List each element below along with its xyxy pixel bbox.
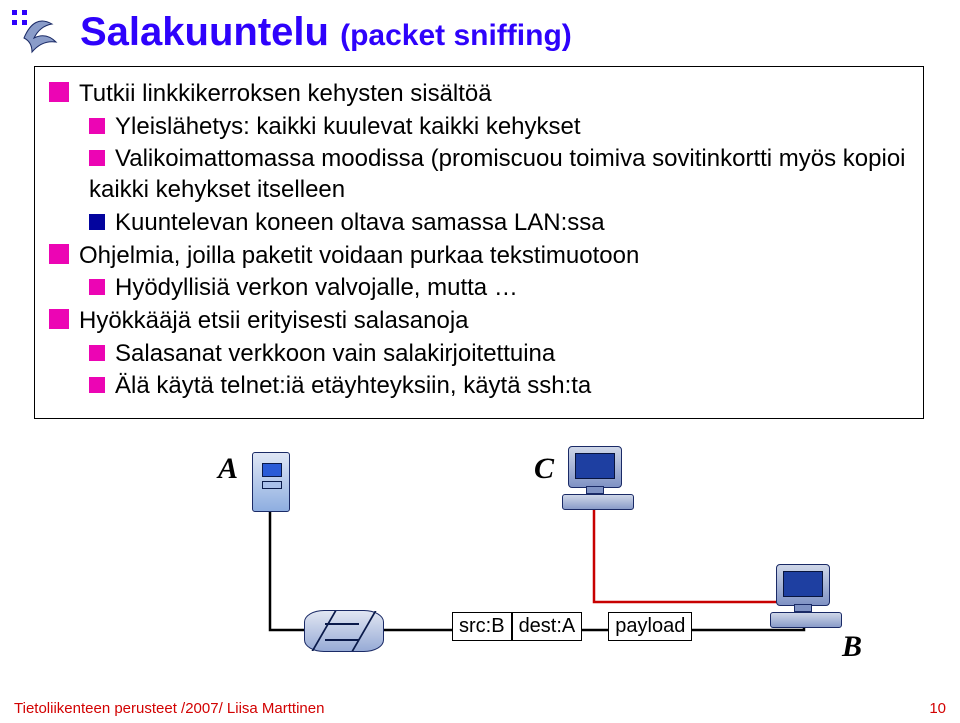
bullet-marker-icon xyxy=(49,82,69,102)
bullet-text: Valikoimattomassa moodissa (promiscuou t… xyxy=(89,145,906,203)
footer-left: Tietoliikenteen perusteet /2007/ Liisa M… xyxy=(14,700,324,717)
packet-payload: payload xyxy=(608,612,692,641)
pc-b-icon xyxy=(770,564,840,628)
bullet-item: Hyökkääjä etsii erityisesti salasanoja xyxy=(49,306,909,337)
bullet-marker-icon xyxy=(89,150,105,166)
node-label-b: B xyxy=(842,630,862,664)
corner-decor-icon xyxy=(10,8,66,64)
bullet-text: Kuuntelevan koneen oltava samassa LAN:ss… xyxy=(115,209,605,236)
router-icon xyxy=(304,610,384,652)
bullet-text: Ohjelmia, joilla paketit voidaan purkaa … xyxy=(79,242,639,269)
slide-title: Salakuuntelu (packet sniffing) xyxy=(80,10,572,55)
network-diagram: A C src:B dest:A payload B xyxy=(34,452,924,682)
bullet-marker-icon xyxy=(89,377,105,393)
bullet-marker-icon xyxy=(89,279,105,295)
bullet-text: Hyökkääjä etsii erityisesti salasanoja xyxy=(79,307,469,334)
bullet-text: Yleislähetys: kaikki kuulevat kaikki keh… xyxy=(115,113,581,140)
bullet-marker-icon xyxy=(49,309,69,329)
bullet-marker-icon xyxy=(89,214,105,230)
content-box: Tutkii linkkikerroksen kehysten sisältöä… xyxy=(34,66,924,419)
title-sub: (packet sniffing) xyxy=(340,19,572,52)
footer-page: 10 xyxy=(929,700,946,717)
pc-c-icon xyxy=(562,446,632,510)
bullet-item: Valikoimattomassa moodissa (promiscuou t… xyxy=(89,144,909,205)
packet: src:B dest:A payload xyxy=(452,612,692,641)
title-main: Salakuuntelu xyxy=(80,10,329,54)
bullet-marker-icon xyxy=(89,118,105,134)
bullet-item: Älä käytä telnet:iä etäyhteyksiin, käytä… xyxy=(89,371,909,402)
bullet-text: Tutkii linkkikerroksen kehysten sisältöä xyxy=(79,80,492,107)
packet-src: src:B xyxy=(452,612,512,641)
bullet-item: Hyödyllisiä verkon valvojalle, mutta … xyxy=(89,273,909,304)
bullet-item: Tutkii linkkikerroksen kehysten sisältöä xyxy=(49,79,909,110)
bullet-text: Älä käytä telnet:iä etäyhteyksiin, käytä… xyxy=(115,372,591,399)
bullet-item: Yleislähetys: kaikki kuulevat kaikki keh… xyxy=(89,112,909,143)
bullet-item: Salasanat verkkoon vain salakirjoitettui… xyxy=(89,339,909,370)
bullet-item: Ohjelmia, joilla paketit voidaan purkaa … xyxy=(49,241,909,272)
host-a-icon xyxy=(252,452,290,512)
bullet-text: Salasanat verkkoon vain salakirjoitettui… xyxy=(115,340,555,367)
bullet-marker-icon xyxy=(49,244,69,264)
bullet-text: Hyödyllisiä verkon valvojalle, mutta … xyxy=(115,274,518,301)
slide: Salakuuntelu (packet sniffing) Tutkii li… xyxy=(0,0,960,723)
node-label-c: C xyxy=(534,452,554,486)
bullet-marker-icon xyxy=(89,345,105,361)
bullet-item: Kuuntelevan koneen oltava samassa LAN:ss… xyxy=(89,208,909,239)
node-label-a: A xyxy=(218,452,238,486)
footer: Tietoliikenteen perusteet /2007/ Liisa M… xyxy=(14,700,946,717)
packet-dest: dest:A xyxy=(512,612,583,641)
